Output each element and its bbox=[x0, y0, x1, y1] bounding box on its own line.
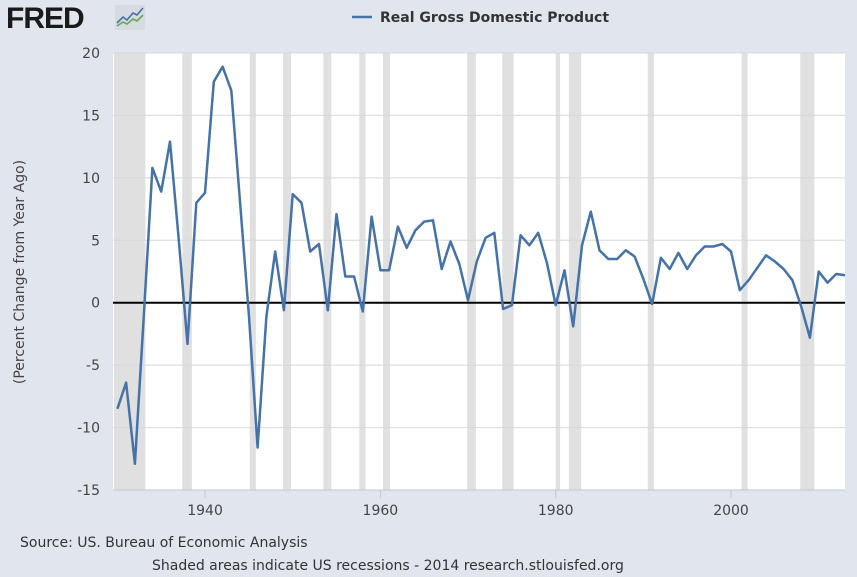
y-tick-label: -5 bbox=[86, 358, 100, 374]
recession-note: Shaded areas indicate US recessions - 20… bbox=[152, 558, 624, 574]
y-tick-label: -15 bbox=[77, 483, 100, 499]
recession-band bbox=[502, 53, 514, 490]
recession-band bbox=[323, 53, 332, 490]
recession-band bbox=[359, 53, 366, 490]
fred-chart-logo-icon bbox=[115, 5, 145, 30]
y-tick-label: 5 bbox=[91, 233, 100, 249]
y-tick-label: -10 bbox=[77, 421, 100, 437]
recession-band bbox=[182, 53, 192, 490]
series-line-real-gdp bbox=[116, 65, 846, 466]
x-tick-label: 1960 bbox=[363, 503, 399, 519]
recession-band bbox=[249, 53, 256, 490]
y-axis-label: (Percent Change from Year Ago) bbox=[12, 160, 28, 384]
recession-band bbox=[568, 53, 582, 490]
recession-band bbox=[800, 53, 815, 490]
x-tick-label: 1940 bbox=[187, 503, 223, 519]
y-tick-label: 10 bbox=[82, 171, 100, 187]
y-tick-label: 0 bbox=[91, 296, 100, 312]
recession-band bbox=[555, 53, 561, 490]
x-tick-label: 2000 bbox=[713, 503, 749, 519]
y-tick-label: 15 bbox=[82, 108, 100, 124]
recession-band bbox=[741, 53, 748, 490]
legend-label[interactable]: Real Gross Domestic Product bbox=[380, 10, 609, 26]
y-tick-label: 20 bbox=[82, 46, 100, 62]
recession-band bbox=[467, 53, 476, 490]
source-text: Source: US. Bureau of Economic Analysis bbox=[20, 535, 308, 551]
recession-band bbox=[647, 53, 654, 490]
x-tick-label: 1980 bbox=[538, 503, 574, 519]
fred-logo: FRED bbox=[6, 2, 85, 35]
